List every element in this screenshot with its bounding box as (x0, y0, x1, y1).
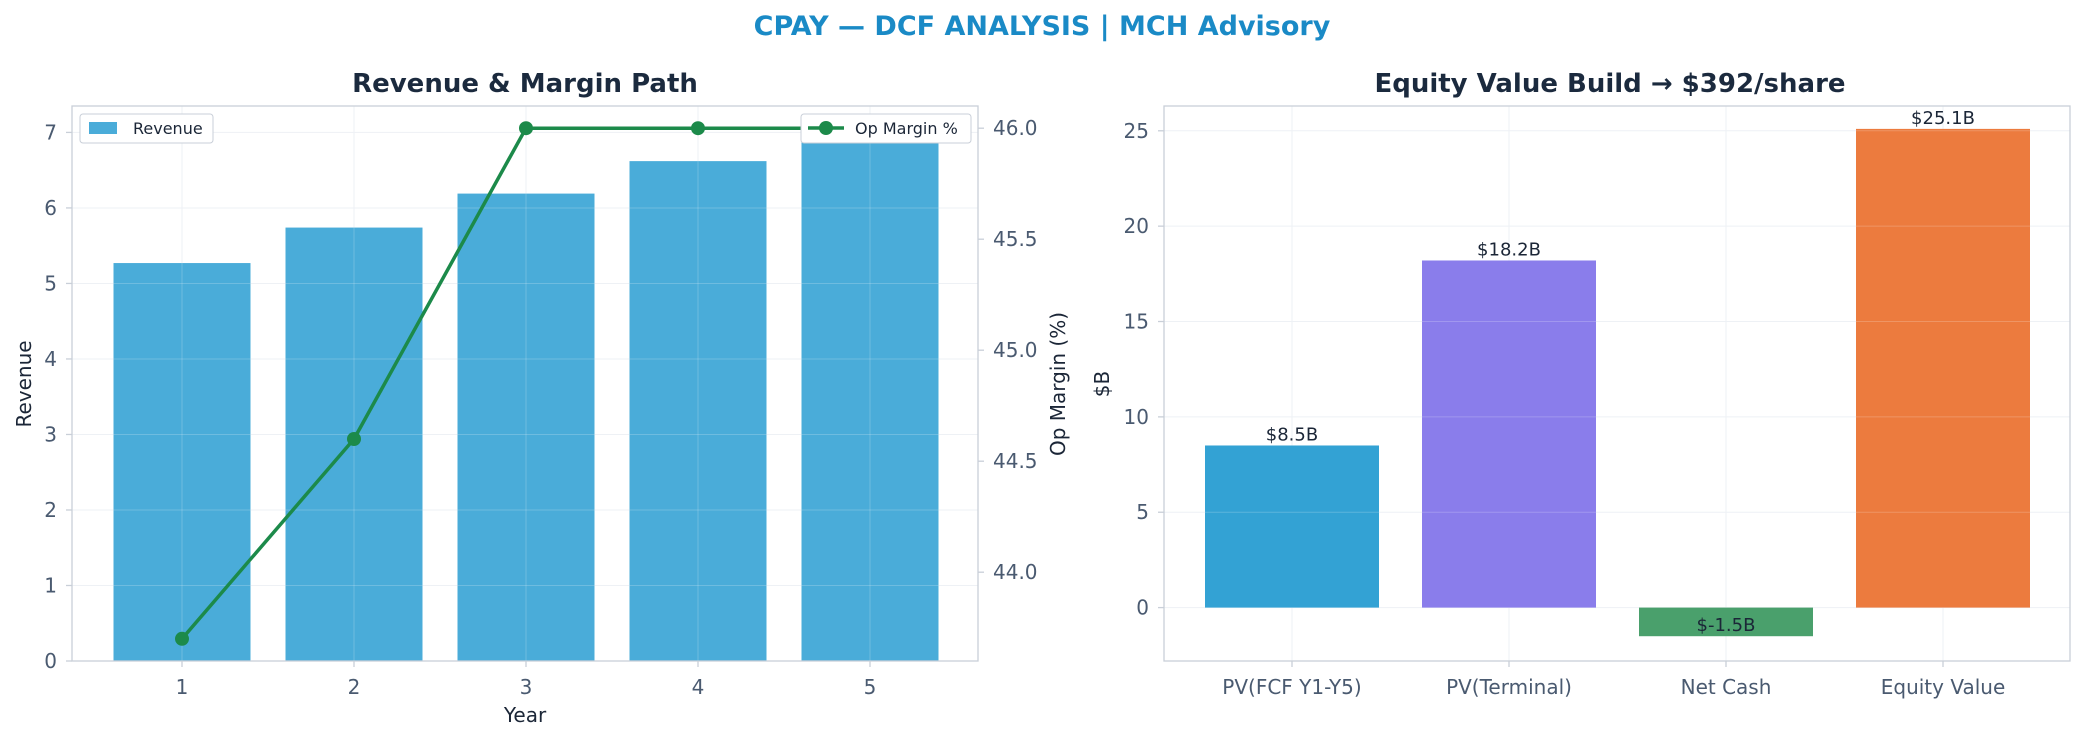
left-y-tick-label: 1 (44, 573, 57, 597)
left-x-ticks: 1 2 3 4 5 (176, 661, 877, 699)
right-y-axis-label: $B (1090, 371, 1114, 397)
figure-suptitle: CPAY — DCF ANALYSIS | MCH Advisory (754, 11, 1331, 42)
revenue-bars (113, 126, 939, 662)
legend-op-margin-marker (819, 121, 833, 135)
left-y2-tick-label: 46.0 (993, 116, 1038, 140)
right-x-tick-label: Net Cash (1681, 675, 1772, 699)
right-y-tick-label: 0 (1136, 596, 1149, 620)
left-y2-tick-label: 44.5 (993, 449, 1038, 473)
left-x-tick-label: 5 (864, 675, 877, 699)
equity-data-label: $18.2B (1477, 239, 1541, 260)
left-x-tick-label: 1 (176, 675, 189, 699)
left-x-tick-label: 2 (348, 675, 361, 699)
revenue-bar (113, 263, 251, 661)
right-x-tick-label: Equity Value (1881, 675, 2006, 699)
chart-title-revenue-margin: Revenue & Margin Path (352, 69, 698, 99)
left-y-tick-label: 3 (44, 422, 57, 446)
right-y-tick-label: 25 (1124, 119, 1149, 143)
left-x-tick-label: 4 (692, 675, 705, 699)
equity-bar (1639, 607, 1813, 637)
equity-bars (1205, 128, 2030, 637)
right-y-tick-label: 15 (1124, 310, 1149, 334)
equity-bar (1422, 260, 1596, 608)
left-y-tick-label: 6 (44, 196, 57, 220)
right-x-ticks: PV(FCF Y1-Y5) PV(Terminal) Net Cash Equity … (1222, 661, 2005, 699)
op-margin-point (519, 121, 533, 136)
equity-bar (1856, 128, 2030, 608)
left-plot-frame (71, 105, 979, 662)
left-y-tick-label: 7 (44, 120, 57, 144)
chart-title-equity-build: Equity Value Build → $392/share (1374, 69, 1845, 99)
legend-revenue: Revenue (79, 113, 214, 144)
right-y-ticks: 0 5 10 15 20 25 (1124, 119, 1164, 620)
equity-data-labels: $8.5B $18.2B $-1.5B $25.1B (1266, 108, 1975, 636)
equity-build-chart: Equity Value Build → $392/share $8.5B $18… (1090, 69, 2071, 699)
op-margin-point (175, 631, 189, 646)
equity-bar (1205, 445, 1379, 608)
left-y2-axis-label: Op Margin (%) (1046, 312, 1070, 456)
left-x-axis-label: Year (503, 703, 547, 727)
left-y2-tick-label: 44.0 (993, 560, 1038, 584)
left-y-ticks: 0 1 2 3 4 5 6 7 (44, 120, 72, 673)
left-y-tick-label: 2 (44, 498, 57, 522)
equity-data-label: $-1.5B (1697, 615, 1756, 636)
right-y-tick-label: 10 (1124, 405, 1149, 429)
left-y-axis-label: Revenue (12, 340, 36, 427)
op-margin-point (347, 432, 361, 446)
equity-data-label: $25.1B (1911, 108, 1975, 129)
right-y-tick-label: 5 (1136, 500, 1149, 524)
legend-op-margin: Op Margin % (800, 113, 972, 144)
right-x-tick-label: PV(Terminal) (1446, 675, 1572, 699)
left-y2-tick-label: 45.5 (993, 227, 1038, 251)
op-margin-point (691, 121, 705, 136)
left-x-tick-label: 3 (520, 675, 533, 699)
right-y-tick-label: 20 (1124, 214, 1149, 238)
revenue-bar (457, 193, 595, 661)
left-y-tick-label: 0 (44, 649, 57, 673)
legend-op-margin-label: Op Margin % (855, 119, 958, 138)
right-x-tick-label: PV(FCF Y1-Y5) (1222, 675, 1361, 699)
revenue-bar (629, 161, 767, 662)
right-plot-frame (1163, 105, 2071, 662)
left-y2-tick-label: 45.0 (993, 338, 1038, 362)
left-y-tick-label: 5 (44, 271, 57, 295)
left-y-tick-label: 4 (44, 347, 57, 371)
equity-data-label: $8.5B (1266, 424, 1318, 445)
left-y2-ticks: 44.0 44.5 45.0 45.5 46.0 (978, 116, 1038, 584)
revenue-bar (801, 126, 939, 661)
legend-revenue-box (79, 113, 214, 144)
legend-revenue-swatch (89, 122, 117, 134)
legend-revenue-label: Revenue (133, 119, 203, 138)
legend-op-margin-box (800, 113, 972, 144)
